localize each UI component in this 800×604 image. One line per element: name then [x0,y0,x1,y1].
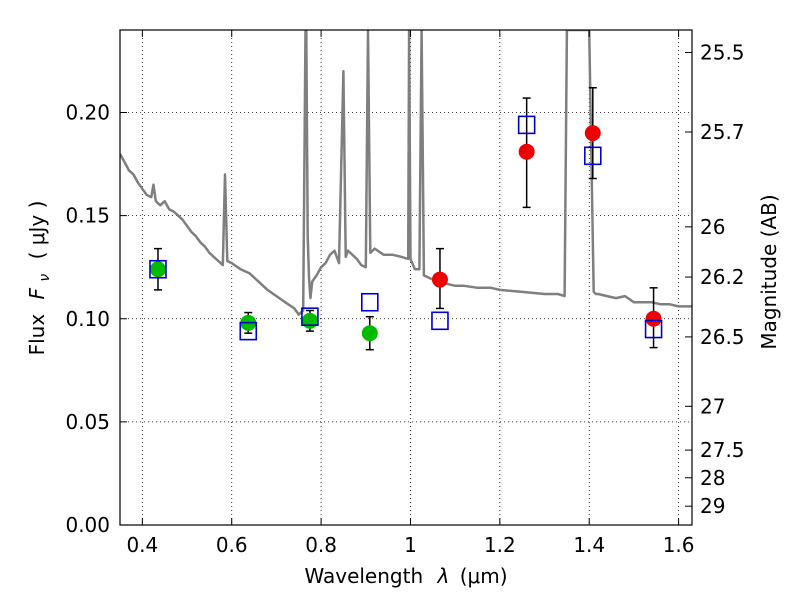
y2-tick-label: 29 [700,494,725,518]
filled-circle-marker [431,271,448,288]
x-tick-label: 0.6 [216,533,248,557]
y2-axis-label: Magnitude (AB) [757,194,781,349]
x-axis-label-text: Wavelength [304,564,423,588]
open-square-marker [149,259,167,279]
model-spectrum-line [120,30,692,316]
y2-tick-label: 26.2 [700,265,745,289]
tick-layer: 0.4 0.6 0.8 1 1.2 1.4 1.6 0.00 0.05 0.10 0.15 0.20 2… [65,30,745,557]
x-tick-label: 1.4 [573,533,605,557]
x-axis-label: Wavelength λ (μm) [304,564,507,588]
y-tick-label: 0.20 [65,101,110,125]
y-axis-symbol: F [25,287,49,299]
open-square-marker [239,321,258,341]
marker-layer [149,115,663,342]
y-tick-label: 0.15 [65,204,110,228]
y-tick-label: 0.00 [65,513,110,537]
open-square-marker [431,311,449,331]
y2-tick-label: 26.5 [700,325,745,349]
filled-circle-marker [584,125,601,142]
open-square-marker [361,292,379,312]
open-square-marker [644,319,663,339]
plot-frame [119,29,693,526]
x-axis-unit: (μm) [460,564,508,588]
open-square-marker [517,115,536,135]
filled-circle-marker [518,143,535,160]
x-tick-label: 1 [404,533,417,557]
y-axis-label-text: Flux [25,314,49,356]
filled-circle-marker [361,325,378,342]
y2-tick-label: 26 [700,215,725,239]
x-tick-label: 0.8 [305,533,337,557]
y-tick-label: 0.10 [65,307,110,331]
y2-tick-label: 25.5 [700,41,745,65]
open-square-marker [301,307,319,326]
filled-circle-marker [149,261,166,278]
y2-tick-label: 27.5 [700,438,745,462]
y-axis-subscript: ν [37,274,53,282]
x-axis-symbol: λ [437,564,450,588]
y2-tick-label: 25.7 [700,120,745,144]
y-tick-label: 0.05 [65,410,110,434]
errorbar-layer [153,87,658,351]
y-axis-label: Flux F ν ( μJy ) [25,201,54,356]
model-spectrum-layer [120,30,692,316]
filled-circle-marker [301,312,318,329]
y2-tick-label: 28 [700,466,725,490]
x-tick-label: 0.4 [126,533,158,557]
grid-layer [120,30,692,526]
x-tick-label: 1.6 [663,533,695,557]
y2-tick-label: 27 [700,394,725,418]
x-tick-label: 1.2 [484,533,516,557]
open-square-marker [583,146,602,166]
filled-circle-marker [645,310,662,327]
y-axis-unit: ( μJy ) [25,201,49,260]
